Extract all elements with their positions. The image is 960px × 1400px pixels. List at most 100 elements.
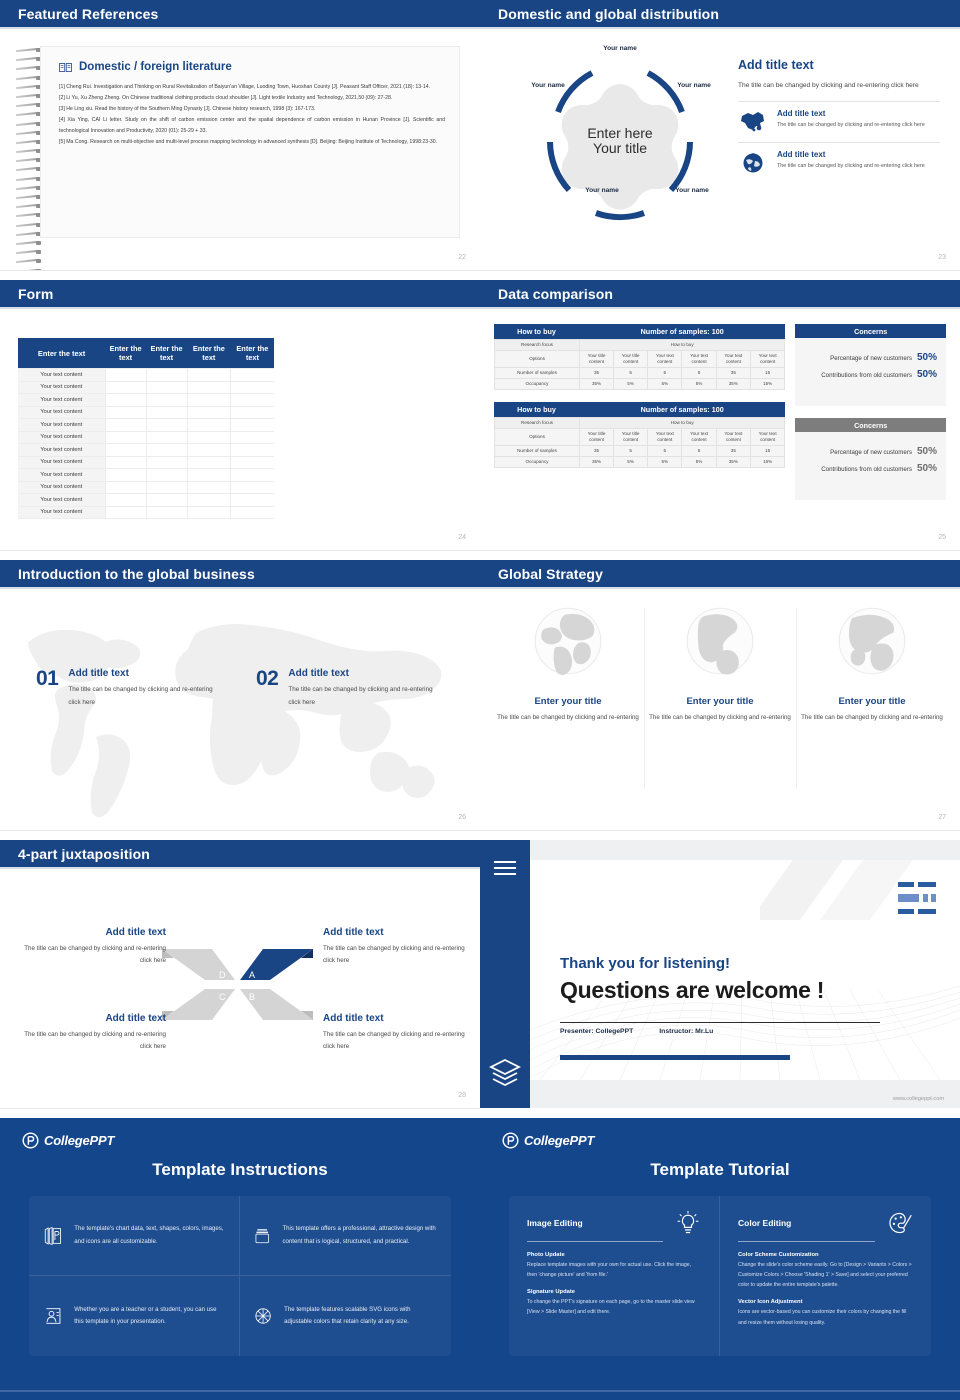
cell[interactable] <box>145 380 188 394</box>
form-table[interactable]: Enter the text Enter the text Enter the … <box>18 338 275 519</box>
hamburger-menu-icon[interactable] <box>494 860 516 876</box>
numbered-item[interactable]: 01 Add title text The title can be chang… <box>36 668 226 709</box>
cell[interactable] <box>230 368 275 382</box>
quadrant-a[interactable]: Add title text The title can be changed … <box>323 927 473 968</box>
cell[interactable] <box>104 480 147 494</box>
cell[interactable] <box>145 480 188 494</box>
strategy-column[interactable]: Enter your title The title can be change… <box>644 600 796 806</box>
slide-thank-you[interactable]: Thank you for listening! Questions are w… <box>480 840 960 1118</box>
cell[interactable] <box>186 493 232 507</box>
comparison-table-block[interactable]: How to buy Number of samples: 100 Resear… <box>494 324 786 390</box>
cell[interactable] <box>145 493 188 507</box>
cell[interactable] <box>104 368 147 382</box>
cell[interactable] <box>186 455 232 469</box>
cell[interactable] <box>145 393 188 407</box>
slide-global-strategy[interactable]: Global Strategy Enter your title The tit… <box>480 560 960 840</box>
cell[interactable] <box>186 430 232 444</box>
slide-featured-references[interactable]: Featured References <box>0 0 480 280</box>
cell[interactable] <box>186 468 232 482</box>
table-row[interactable]: Your text content <box>18 505 275 519</box>
table-row[interactable]: Your text content <box>18 368 275 382</box>
collegeppt-logo-icon <box>22 1132 39 1149</box>
cell[interactable] <box>145 405 188 419</box>
quadrant-c[interactable]: Add title text The title can be changed … <box>16 1013 166 1054</box>
strategy-column[interactable]: Enter your title The title can be change… <box>796 600 948 806</box>
tutorial-panel-image-editing[interactable]: Image Editing <box>509 1196 720 1356</box>
instruction-cell[interactable]: Whether you are a teacher or a student, … <box>29 1276 240 1356</box>
cell: Your text content <box>715 427 752 446</box>
list-item[interactable]: Add title text The title can be changed … <box>738 150 940 174</box>
cell[interactable] <box>145 468 188 482</box>
page-number: 28 <box>458 1092 466 1099</box>
table-row[interactable]: Your text content <box>18 405 275 419</box>
numbered-item[interactable]: 02 Add title text The title can be chang… <box>256 668 446 709</box>
table-row[interactable]: Your text content <box>18 480 275 494</box>
instruction-cell[interactable]: This template offers a professional, att… <box>240 1196 451 1276</box>
cell[interactable] <box>186 443 232 457</box>
cell[interactable] <box>186 418 232 432</box>
table-row[interactable]: Your text content <box>18 468 275 482</box>
cell[interactable] <box>145 505 188 519</box>
slide-template-tutorial[interactable]: CollegePPT Template Tutorial Image Editi… <box>480 1118 960 1400</box>
china-map-icon <box>738 109 768 133</box>
list-item[interactable]: Add title text The title can be changed … <box>738 109 940 133</box>
cell[interactable] <box>186 405 232 419</box>
cell[interactable] <box>230 493 275 507</box>
concerns-card[interactable]: Concerns Percentage of new customers 50%… <box>795 324 946 406</box>
cell[interactable] <box>104 418 147 432</box>
cell[interactable] <box>145 455 188 469</box>
concerns-card[interactable]: Concerns Percentage of new customers 50%… <box>795 418 946 500</box>
cell[interactable] <box>230 505 275 519</box>
slide-form[interactable]: Form Enter the text Enter the text Enter… <box>0 280 480 560</box>
cell[interactable] <box>230 443 275 457</box>
cell[interactable] <box>230 393 275 407</box>
cell[interactable] <box>104 405 147 419</box>
table-row[interactable]: Your text content <box>18 430 275 444</box>
slide-data-comparison[interactable]: Data comparison How to buy Number of sam… <box>480 280 960 560</box>
cell[interactable] <box>230 430 275 444</box>
cell[interactable] <box>230 418 275 432</box>
table-row[interactable]: Your text content <box>18 393 275 407</box>
cell[interactable] <box>186 480 232 494</box>
cell[interactable] <box>230 468 275 482</box>
cell[interactable] <box>145 368 188 382</box>
cell[interactable] <box>104 443 147 457</box>
cell[interactable] <box>230 455 275 469</box>
quadrant-d[interactable]: Add title text The title can be changed … <box>16 927 166 968</box>
concerns-value: 50% <box>916 463 937 474</box>
strategy-column[interactable]: Enter your title The title can be change… <box>492 600 644 806</box>
cell[interactable] <box>104 430 147 444</box>
accent-bar <box>560 1055 790 1060</box>
comparison-table-block[interactable]: How to buy Number of samples: 100 Resear… <box>494 401 786 468</box>
instruction-cell[interactable]: The template features scalable SVG icons… <box>240 1276 451 1356</box>
cell[interactable] <box>104 455 147 469</box>
cell: 5 <box>647 444 683 457</box>
cell[interactable] <box>104 493 147 507</box>
table-row[interactable]: Your text content <box>18 443 275 457</box>
cell[interactable] <box>104 468 147 482</box>
cell[interactable] <box>230 480 275 494</box>
table-row[interactable]: Your text content <box>18 418 275 432</box>
table-row[interactable]: Your text content <box>18 455 275 469</box>
instruction-cell[interactable]: The template's chart data, text, shapes,… <box>29 1196 240 1276</box>
cell[interactable] <box>186 393 232 407</box>
cell[interactable] <box>145 443 188 457</box>
cell[interactable] <box>104 393 147 407</box>
cell[interactable] <box>145 430 188 444</box>
cell[interactable] <box>186 505 232 519</box>
cell[interactable] <box>186 368 232 382</box>
tutorial-panel-color-editing[interactable]: Color Editing Color Scheme <box>720 1196 931 1356</box>
slide-template-instructions[interactable]: CollegePPT Template Instructions The t <box>0 1118 480 1400</box>
table-row[interactable]: Your text content <box>18 380 275 394</box>
cell[interactable] <box>186 380 232 394</box>
slide-four-part-juxtaposition[interactable]: 4-part juxtaposition D A C B <box>0 840 480 1118</box>
slide-domestic-global-distribution[interactable]: Domestic and global distribution Enter h… <box>480 0 960 280</box>
cell[interactable] <box>230 380 275 394</box>
cell[interactable] <box>145 418 188 432</box>
cell[interactable] <box>104 380 147 394</box>
table-row[interactable]: Your text content <box>18 493 275 507</box>
cell[interactable] <box>104 505 147 519</box>
slide-introduction-global-business[interactable]: Introduction to the global business 01 <box>0 560 480 840</box>
quadrant-b[interactable]: Add title text The title can be changed … <box>323 1013 473 1054</box>
cell[interactable] <box>230 405 275 419</box>
